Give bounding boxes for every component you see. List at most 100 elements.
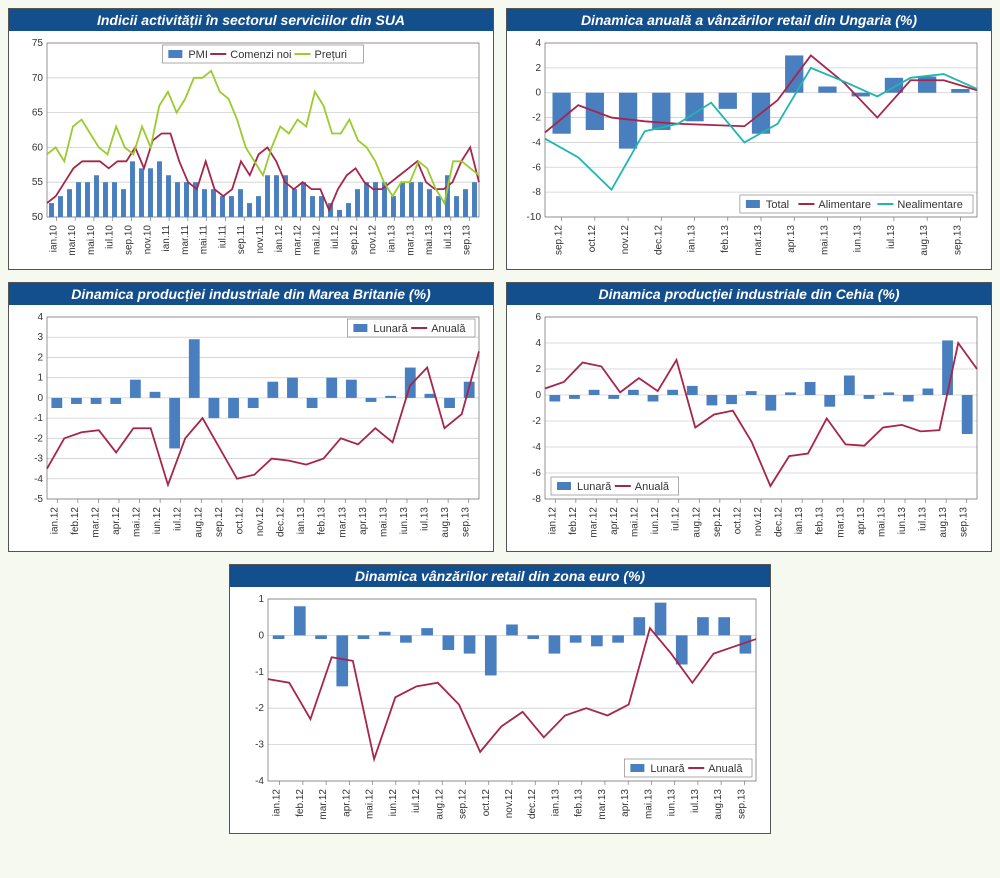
svg-text:iun.13: iun.13 <box>853 225 864 253</box>
svg-text:ian.12: ian.12 <box>547 507 558 535</box>
svg-text:-4: -4 <box>532 137 541 148</box>
svg-text:mai.13: mai.13 <box>378 507 389 537</box>
svg-text:1: 1 <box>37 373 43 384</box>
svg-text:mai.11: mai.11 <box>199 225 210 255</box>
svg-text:sep.13: sep.13 <box>461 507 472 537</box>
svg-text:iul.13: iul.13 <box>690 789 701 813</box>
svg-text:iun.12: iun.12 <box>388 789 399 817</box>
svg-text:mai.13: mai.13 <box>643 789 654 819</box>
svg-text:iul.12: iul.12 <box>671 507 682 531</box>
svg-text:1: 1 <box>258 594 264 605</box>
svg-text:iul.12: iul.12 <box>173 507 184 531</box>
svg-text:oct.12: oct.12 <box>234 507 245 535</box>
svg-text:iun.12: iun.12 <box>650 507 661 535</box>
svg-text:ian.12: ian.12 <box>272 789 283 817</box>
svg-text:iun.13: iun.13 <box>667 789 678 817</box>
svg-text:Lunară: Lunară <box>577 481 612 493</box>
svg-text:aug.12: aug.12 <box>193 507 204 538</box>
svg-text:-2: -2 <box>34 433 43 444</box>
svg-text:Nealimentare: Nealimentare <box>897 199 962 211</box>
svg-text:mai.12: mai.12 <box>132 507 143 537</box>
svg-text:-6: -6 <box>532 468 541 479</box>
svg-text:-3: -3 <box>255 740 264 751</box>
svg-text:sep.12: sep.12 <box>554 225 565 255</box>
svg-text:sep.12: sep.12 <box>349 225 360 255</box>
svg-text:feb.13: feb.13 <box>574 789 585 817</box>
svg-text:-8: -8 <box>532 187 541 198</box>
svg-text:apr.12: apr.12 <box>341 789 352 817</box>
svg-text:ian.13: ian.13 <box>687 225 698 253</box>
svg-text:75: 75 <box>32 38 44 49</box>
chart-title-hungary: Dinamica anuală a vânzărilor retail din … <box>507 9 991 31</box>
svg-text:iul.13: iul.13 <box>443 225 454 249</box>
svg-text:sep.10: sep.10 <box>124 225 135 255</box>
row-3: Dinamica vânzărilor retail din zona euro… <box>8 564 992 834</box>
svg-text:mar.13: mar.13 <box>753 225 764 256</box>
svg-text:sep.12: sep.12 <box>214 507 225 537</box>
svg-text:-2: -2 <box>532 113 541 124</box>
svg-text:feb.12: feb.12 <box>70 507 81 535</box>
svg-text:ian.13: ian.13 <box>550 789 561 817</box>
svg-text:Anuală: Anuală <box>708 763 743 775</box>
svg-text:mar.10: mar.10 <box>67 225 78 256</box>
svg-text:ian.13: ian.13 <box>296 507 307 535</box>
svg-text:4: 4 <box>37 312 43 323</box>
svg-text:sep.13: sep.13 <box>952 225 963 255</box>
svg-text:55: 55 <box>32 177 44 188</box>
svg-text:iul.10: iul.10 <box>105 225 116 249</box>
svg-text:50: 50 <box>32 212 44 223</box>
svg-text:Prețuri: Prețuri <box>315 49 347 61</box>
svg-text:iul.13: iul.13 <box>886 225 897 249</box>
svg-text:0: 0 <box>535 88 541 99</box>
chart-uk: Dinamica producției industriale din Mare… <box>8 282 494 552</box>
svg-text:mar.11: mar.11 <box>180 225 191 255</box>
svg-text:mar.12: mar.12 <box>293 225 304 256</box>
svg-text:sep.13: sep.13 <box>959 507 970 537</box>
svg-text:mai.13: mai.13 <box>876 507 887 537</box>
svg-text:-1: -1 <box>255 667 264 678</box>
svg-text:-2: -2 <box>255 703 264 714</box>
row-1: Indicii activității în sectorul servicii… <box>8 8 992 270</box>
svg-text:aug.13: aug.13 <box>713 789 724 820</box>
svg-text:feb.12: feb.12 <box>295 789 306 817</box>
plot-euro: -4-3-2-101ian.12feb.12mar.12apr.12mai.12… <box>230 587 770 833</box>
chart-title-czech: Dinamica producției industriale din Cehi… <box>507 283 991 305</box>
svg-text:aug.12: aug.12 <box>434 789 445 820</box>
svg-text:-3: -3 <box>34 454 43 465</box>
svg-text:apr.12: apr.12 <box>609 507 620 535</box>
svg-text:mai.13: mai.13 <box>424 225 435 255</box>
svg-text:iul.13: iul.13 <box>918 507 929 531</box>
plot-hungary: -10-8-6-4-2024sep.12oct.12nov.12dec.12ia… <box>507 31 991 269</box>
chart-title-euro: Dinamica vânzărilor retail din zona euro… <box>230 565 770 587</box>
row-2: Dinamica producției industriale din Mare… <box>8 282 992 552</box>
svg-text:Lunară: Lunară <box>650 763 685 775</box>
svg-text:-5: -5 <box>34 494 43 505</box>
svg-text:aug.13: aug.13 <box>440 507 451 538</box>
chart-usa: Indicii activității în sectorul servicii… <box>8 8 494 270</box>
svg-text:-10: -10 <box>527 212 542 223</box>
svg-text:nov.10: nov.10 <box>142 225 153 255</box>
svg-text:mai.12: mai.12 <box>630 507 641 537</box>
svg-text:nov.12: nov.12 <box>368 225 379 255</box>
svg-text:nov.12: nov.12 <box>255 507 266 537</box>
svg-text:feb.13: feb.13 <box>720 225 731 253</box>
svg-text:iul.11: iul.11 <box>217 225 228 249</box>
svg-text:0: 0 <box>258 630 264 641</box>
svg-text:ian.10: ian.10 <box>48 225 59 253</box>
svg-text:feb.13: feb.13 <box>815 507 826 535</box>
svg-text:mai.12: mai.12 <box>311 225 322 255</box>
svg-text:-8: -8 <box>532 494 541 505</box>
plot-czech: -8-6-4-20246ian.12feb.12mar.12apr.12mai.… <box>507 305 991 551</box>
svg-text:mar.13: mar.13 <box>405 225 416 256</box>
svg-text:sep.12: sep.12 <box>458 789 469 819</box>
svg-text:ian.13: ian.13 <box>386 225 397 253</box>
svg-text:dec.12: dec.12 <box>774 507 785 537</box>
svg-text:mai.10: mai.10 <box>86 225 97 255</box>
svg-text:iun.12: iun.12 <box>152 507 163 535</box>
svg-text:ian.12: ian.12 <box>274 225 285 253</box>
svg-text:iul.12: iul.12 <box>330 225 341 249</box>
svg-text:nov.11: nov.11 <box>255 225 266 254</box>
svg-text:dec.12: dec.12 <box>276 507 287 537</box>
plot-usa: 505560657075ian.10mar.10mai.10iul.10sep.… <box>9 31 493 269</box>
svg-text:mar.13: mar.13 <box>835 507 846 538</box>
